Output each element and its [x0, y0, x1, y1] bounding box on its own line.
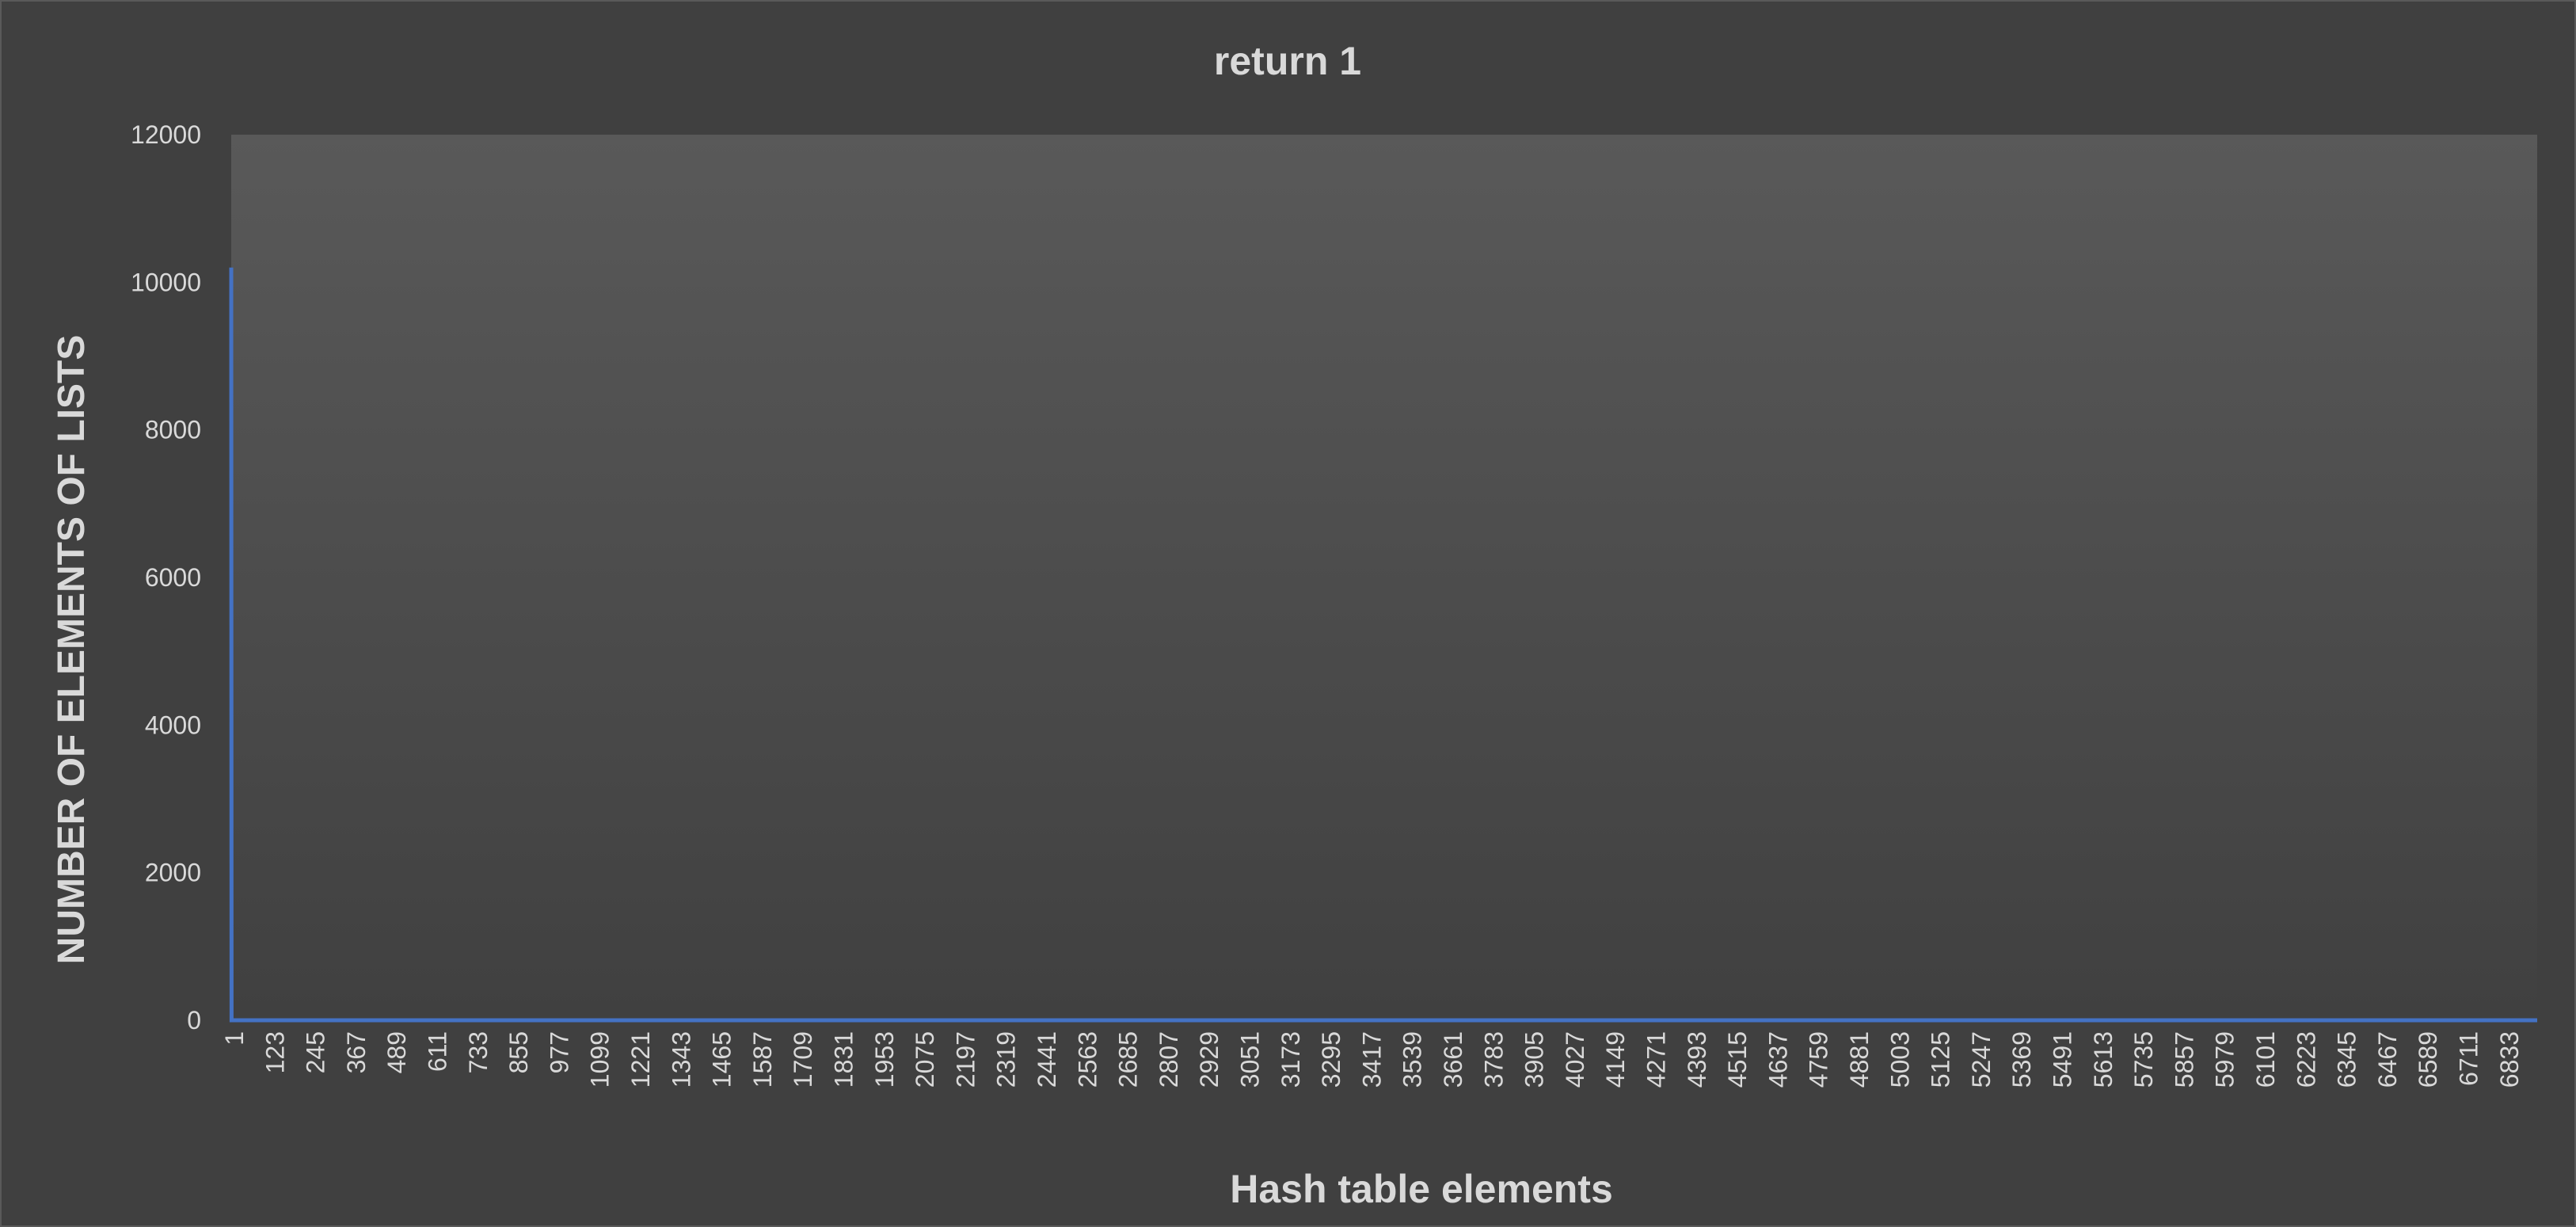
x-tick-label: 5125	[1927, 1031, 1955, 1088]
x-tick-label: 1831	[830, 1031, 858, 1088]
x-tick-label: 4881	[1845, 1031, 1874, 1088]
x-tick-label: 3905	[1520, 1031, 1549, 1088]
x-tick-label: 5979	[2211, 1031, 2239, 1088]
x-tick-label: 2441	[1033, 1031, 1061, 1088]
y-tick-label: 6000	[145, 563, 201, 592]
x-tick-label: 1465	[708, 1031, 736, 1088]
y-tick-label: 0	[187, 1006, 201, 1035]
x-tick-label: 5857	[2170, 1031, 2198, 1088]
x-tick-label: 3417	[1357, 1031, 1386, 1088]
y-tick-label: 2000	[145, 859, 201, 887]
x-tick-label: 5491	[2049, 1031, 2077, 1088]
x-axis: 1 123 245 367 489 611 733 855 977 1099 1221 1343 146…	[220, 1031, 2524, 1088]
x-tick-label: 5613	[2089, 1031, 2117, 1088]
x-tick-label: 6223	[2292, 1031, 2320, 1088]
x-tick-label: 1587	[748, 1031, 777, 1088]
y-axis: 0 2000 4000 6000 8000 10000 12000	[131, 120, 201, 1035]
x-tick-label: 3051	[1236, 1031, 1265, 1088]
x-tick-label: 1709	[789, 1031, 817, 1088]
x-tick-label: 4759	[1805, 1031, 1833, 1088]
x-tick-label: 6467	[2373, 1031, 2402, 1088]
y-tick-label: 4000	[145, 711, 201, 739]
x-tick-label: 2197	[951, 1031, 980, 1088]
series-layer	[229, 267, 2537, 1023]
x-tick-label: 2319	[992, 1031, 1021, 1088]
x-tick-label: 5369	[2007, 1031, 2036, 1088]
x-tick-label: 3539	[1398, 1031, 1427, 1088]
x-axis-title: Hash table elements	[1230, 1167, 1613, 1211]
x-tick-label: 4149	[1601, 1031, 1630, 1088]
x-tick-label: 611	[424, 1031, 452, 1072]
x-tick-label: 2929	[1195, 1031, 1223, 1088]
series-line	[229, 267, 2537, 1023]
x-tick-label: 367	[342, 1031, 371, 1073]
y-tick-label: 8000	[145, 416, 201, 444]
x-tick-label: 1221	[626, 1031, 655, 1088]
x-tick-label: 2685	[1114, 1031, 1143, 1088]
x-tick-label: 4271	[1642, 1031, 1671, 1088]
x-tick-label: 6589	[2414, 1031, 2442, 1088]
x-tick-label: 5735	[2129, 1031, 2158, 1088]
x-tick-label: 3173	[1277, 1031, 1305, 1088]
x-tick-label: 4515	[1723, 1031, 1752, 1088]
x-tick-label: 4637	[1764, 1031, 1792, 1088]
x-tick-label: 2075	[911, 1031, 939, 1088]
y-axis-title: NUMBER OF ELEMENTS OF LISTS	[51, 335, 93, 965]
x-tick-label: 733	[464, 1031, 493, 1073]
x-tick-label: 977	[545, 1031, 573, 1073]
x-tick-label: 1099	[586, 1031, 615, 1088]
x-tick-label: 4027	[1561, 1031, 1589, 1088]
y-tick-label: 10000	[131, 268, 201, 296]
x-tick-label: 1343	[667, 1031, 695, 1088]
x-tick-label: 4393	[1683, 1031, 1711, 1088]
x-tick-label: 5003	[1885, 1031, 1914, 1088]
x-tick-label: 3783	[1479, 1031, 1508, 1088]
x-tick-label: 245	[302, 1031, 330, 1073]
x-tick-label: 1	[220, 1031, 249, 1046]
x-tick-label: 6101	[2251, 1031, 2280, 1088]
x-tick-label: 3661	[1439, 1031, 1467, 1088]
x-tick-label: 6345	[2333, 1031, 2361, 1088]
x-tick-label: 1953	[870, 1031, 899, 1088]
y-tick-label: 12000	[131, 120, 201, 149]
x-tick-label: 489	[382, 1031, 411, 1073]
x-tick-label: 3295	[1317, 1031, 1345, 1088]
x-tick-label: 2807	[1155, 1031, 1183, 1088]
x-tick-label: 2563	[1073, 1031, 1102, 1088]
x-tick-label: 6711	[2455, 1031, 2483, 1086]
chart-title: return 1	[1214, 39, 1361, 83]
x-tick-label: 855	[504, 1031, 533, 1073]
x-tick-label: 6833	[2495, 1031, 2524, 1088]
x-tick-label: 5247	[1967, 1031, 1996, 1088]
plot-area	[231, 135, 2537, 1020]
x-tick-label: 123	[261, 1031, 289, 1073]
